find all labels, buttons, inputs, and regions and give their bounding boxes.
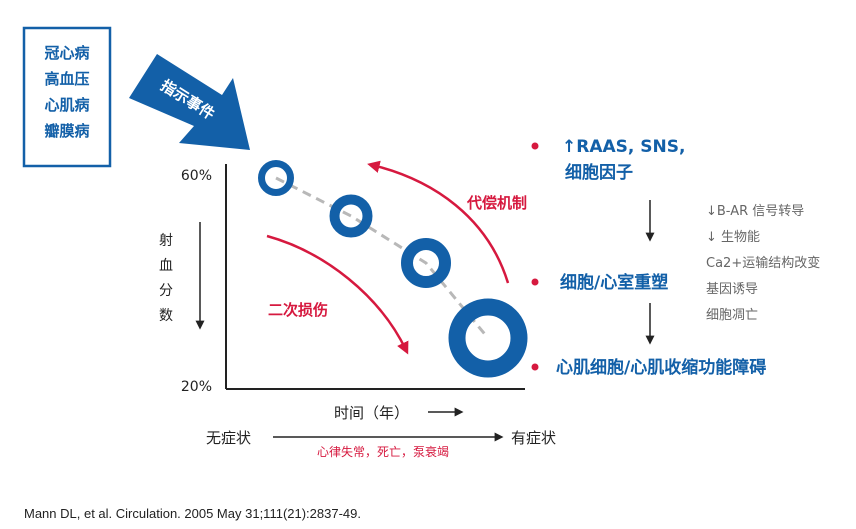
- y-tick-bottom: 20%: [181, 379, 212, 395]
- disease-item: 高血压: [44, 70, 89, 88]
- stage-bullet: [531, 278, 539, 286]
- stage-bullet: [531, 142, 539, 150]
- stage-2: 细胞/心室重塑: [560, 272, 668, 293]
- disease-box: [22, 26, 112, 168]
- secondary-injury-label: 二次损伤: [268, 301, 328, 319]
- y-label-char: 分: [159, 283, 173, 299]
- progression-line: [275, 176, 490, 339]
- ring-stage-1: [258, 160, 294, 196]
- index-event-arrow: [129, 54, 250, 150]
- stage-bullet: [531, 363, 539, 371]
- disease-list: 冠心病 高血压 心肌病 瓣膜病: [44, 44, 89, 140]
- ring-stage-4: [448, 298, 528, 378]
- disease-item: 冠心病: [44, 44, 89, 62]
- x-axis-label: 时间（年）: [334, 404, 409, 422]
- disease-item: 瓣膜病: [44, 122, 89, 140]
- ring-stage-2: [329, 194, 373, 238]
- stage-3: 心肌细胞/心肌收缩功能障碍: [556, 357, 766, 378]
- mechanism-item: ↓B-AR 信号转导: [706, 204, 804, 219]
- timeline-start: 无症状: [206, 429, 251, 447]
- stage-1-line-1: ↑RAAS, SNS,: [562, 137, 685, 157]
- y-axis-label: 射 血 分 数: [159, 233, 173, 324]
- timeline-events: 心律失常，死亡，泵衰竭: [317, 444, 449, 459]
- mechanism-item: Ca2+运输结构改变: [706, 255, 820, 271]
- y-label-char: 射: [159, 233, 173, 249]
- y-tick-top: 60%: [181, 168, 212, 184]
- disease-item: 心肌病: [44, 96, 89, 114]
- mechanism-item: 细胞凋亡: [706, 308, 758, 323]
- y-label-char: 血: [159, 258, 173, 274]
- mechanism-item: ↓ 生物能: [706, 230, 760, 245]
- citation: Mann DL, et al. Circulation. 2005 May 31…: [24, 506, 361, 521]
- stage-1-line-2: 细胞因子: [565, 162, 633, 183]
- timeline-end: 有症状: [511, 429, 556, 447]
- ring-stage-3: [401, 238, 451, 288]
- compensation-arrow: [367, 160, 510, 284]
- mechanism-item: 基因诱导: [706, 282, 758, 297]
- compensation-label: 代偿机制: [466, 194, 527, 212]
- mechanism-list: ↓B-AR 信号转导 ↓ 生物能 Ca2+运输结构改变 基因诱导 细胞凋亡: [706, 204, 820, 323]
- y-label-char: 数: [159, 308, 173, 324]
- secondary-injury-arrow: [266, 234, 409, 355]
